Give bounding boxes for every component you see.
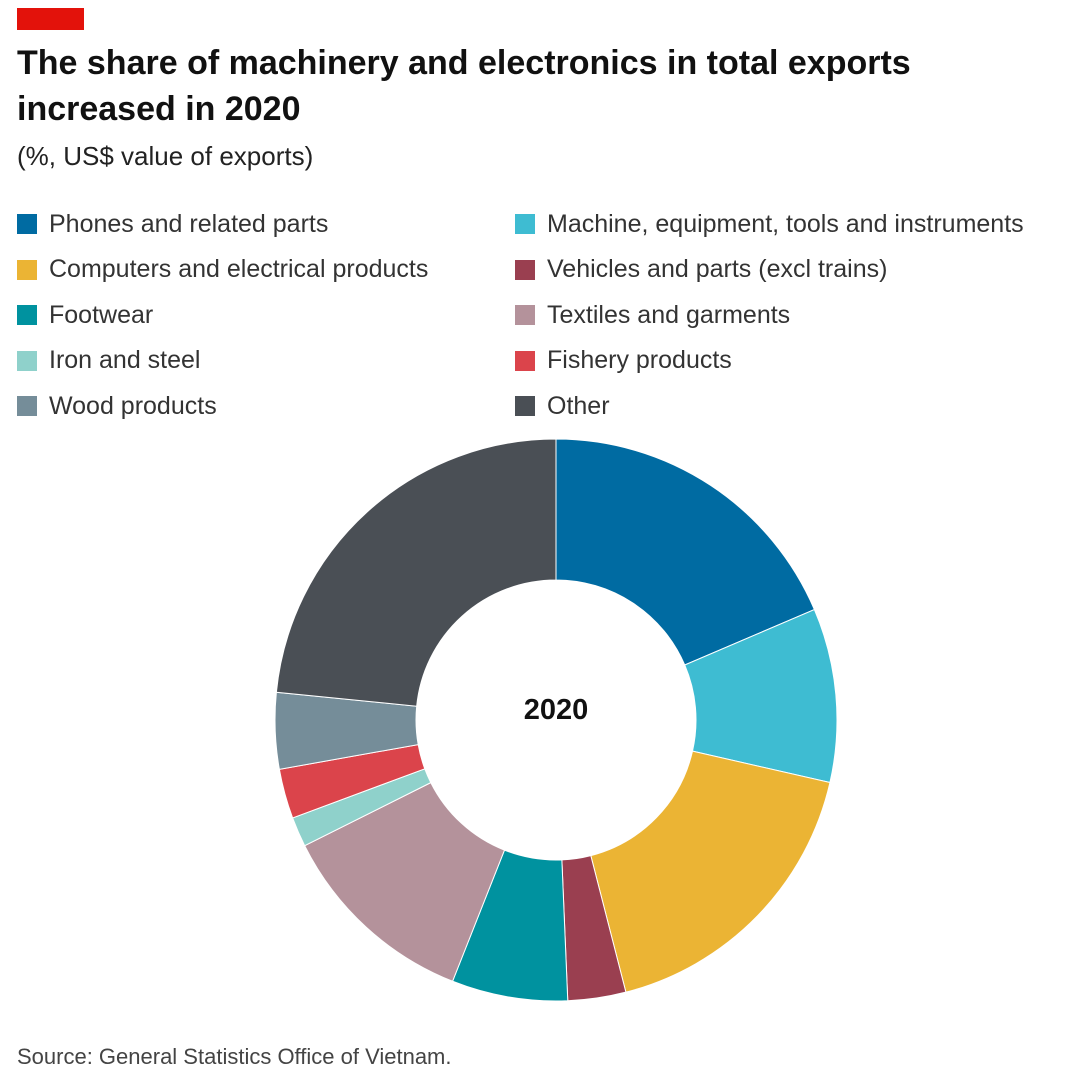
legend-item: Phones and related parts <box>17 203 328 245</box>
donut-slice <box>451 849 569 1002</box>
legend-label: Computers and electrical products <box>49 255 429 283</box>
chart-legend: Phones and related parts Machine, equipme… <box>17 203 1085 433</box>
legend-swatch <box>17 259 37 280</box>
legend-item: Machine, equipment, tools and instrument… <box>515 203 1024 245</box>
donut-slice <box>275 438 557 707</box>
legend-label: Machine, equipment, tools and instrument… <box>547 209 1024 238</box>
donut-slice <box>274 691 419 770</box>
legend-swatch <box>17 214 37 234</box>
legend-item: Other <box>515 385 610 427</box>
donut-slice <box>684 608 838 784</box>
legend-label: Phones and related parts <box>49 209 329 238</box>
legend-swatch <box>17 396 37 416</box>
legend-item: Footwear <box>17 294 153 336</box>
legend-item: Iron and steel <box>17 340 201 382</box>
legend-label: Fishery products <box>547 346 732 374</box>
legend-swatch <box>515 396 535 416</box>
legend-item: Vehicles and parts (excl trains) <box>515 249 887 291</box>
chart-title: The share of machinery and electronics i… <box>17 44 911 128</box>
chart-subtitle: (%, US$ value of exports) <box>17 141 314 171</box>
donut-slice <box>555 438 816 666</box>
legend-item: Computers and electrical products <box>17 249 428 291</box>
legend-label: Other <box>547 391 610 420</box>
legend-label: Footwear <box>49 300 154 329</box>
legend-swatch <box>515 259 535 280</box>
legend-swatch <box>515 305 535 325</box>
donut-slice <box>291 768 432 847</box>
legend-item: Fishery products <box>515 340 732 382</box>
chart-center-label: 2020 <box>523 694 589 726</box>
legend-item: Wood products <box>17 385 217 427</box>
legend-swatch <box>515 214 535 234</box>
donut-slice <box>304 781 506 982</box>
donut-slice <box>561 854 627 1002</box>
legend-label: Iron and steel <box>49 346 201 374</box>
donut-slice <box>590 750 831 993</box>
legend-item: Textiles and garments <box>515 294 790 336</box>
legend-swatch <box>17 305 37 325</box>
legend-swatch <box>515 350 535 371</box>
legend-label: Vehicles and parts (excl trains) <box>547 255 888 283</box>
source-note: Source: General Statistics Office of Vie… <box>17 1044 452 1069</box>
donut-slice <box>278 744 426 819</box>
legend-label: Wood products <box>49 391 217 420</box>
legend-swatch <box>17 350 37 371</box>
brand-red-tag <box>17 8 84 30</box>
legend-label: Textiles and garments <box>547 300 791 329</box>
